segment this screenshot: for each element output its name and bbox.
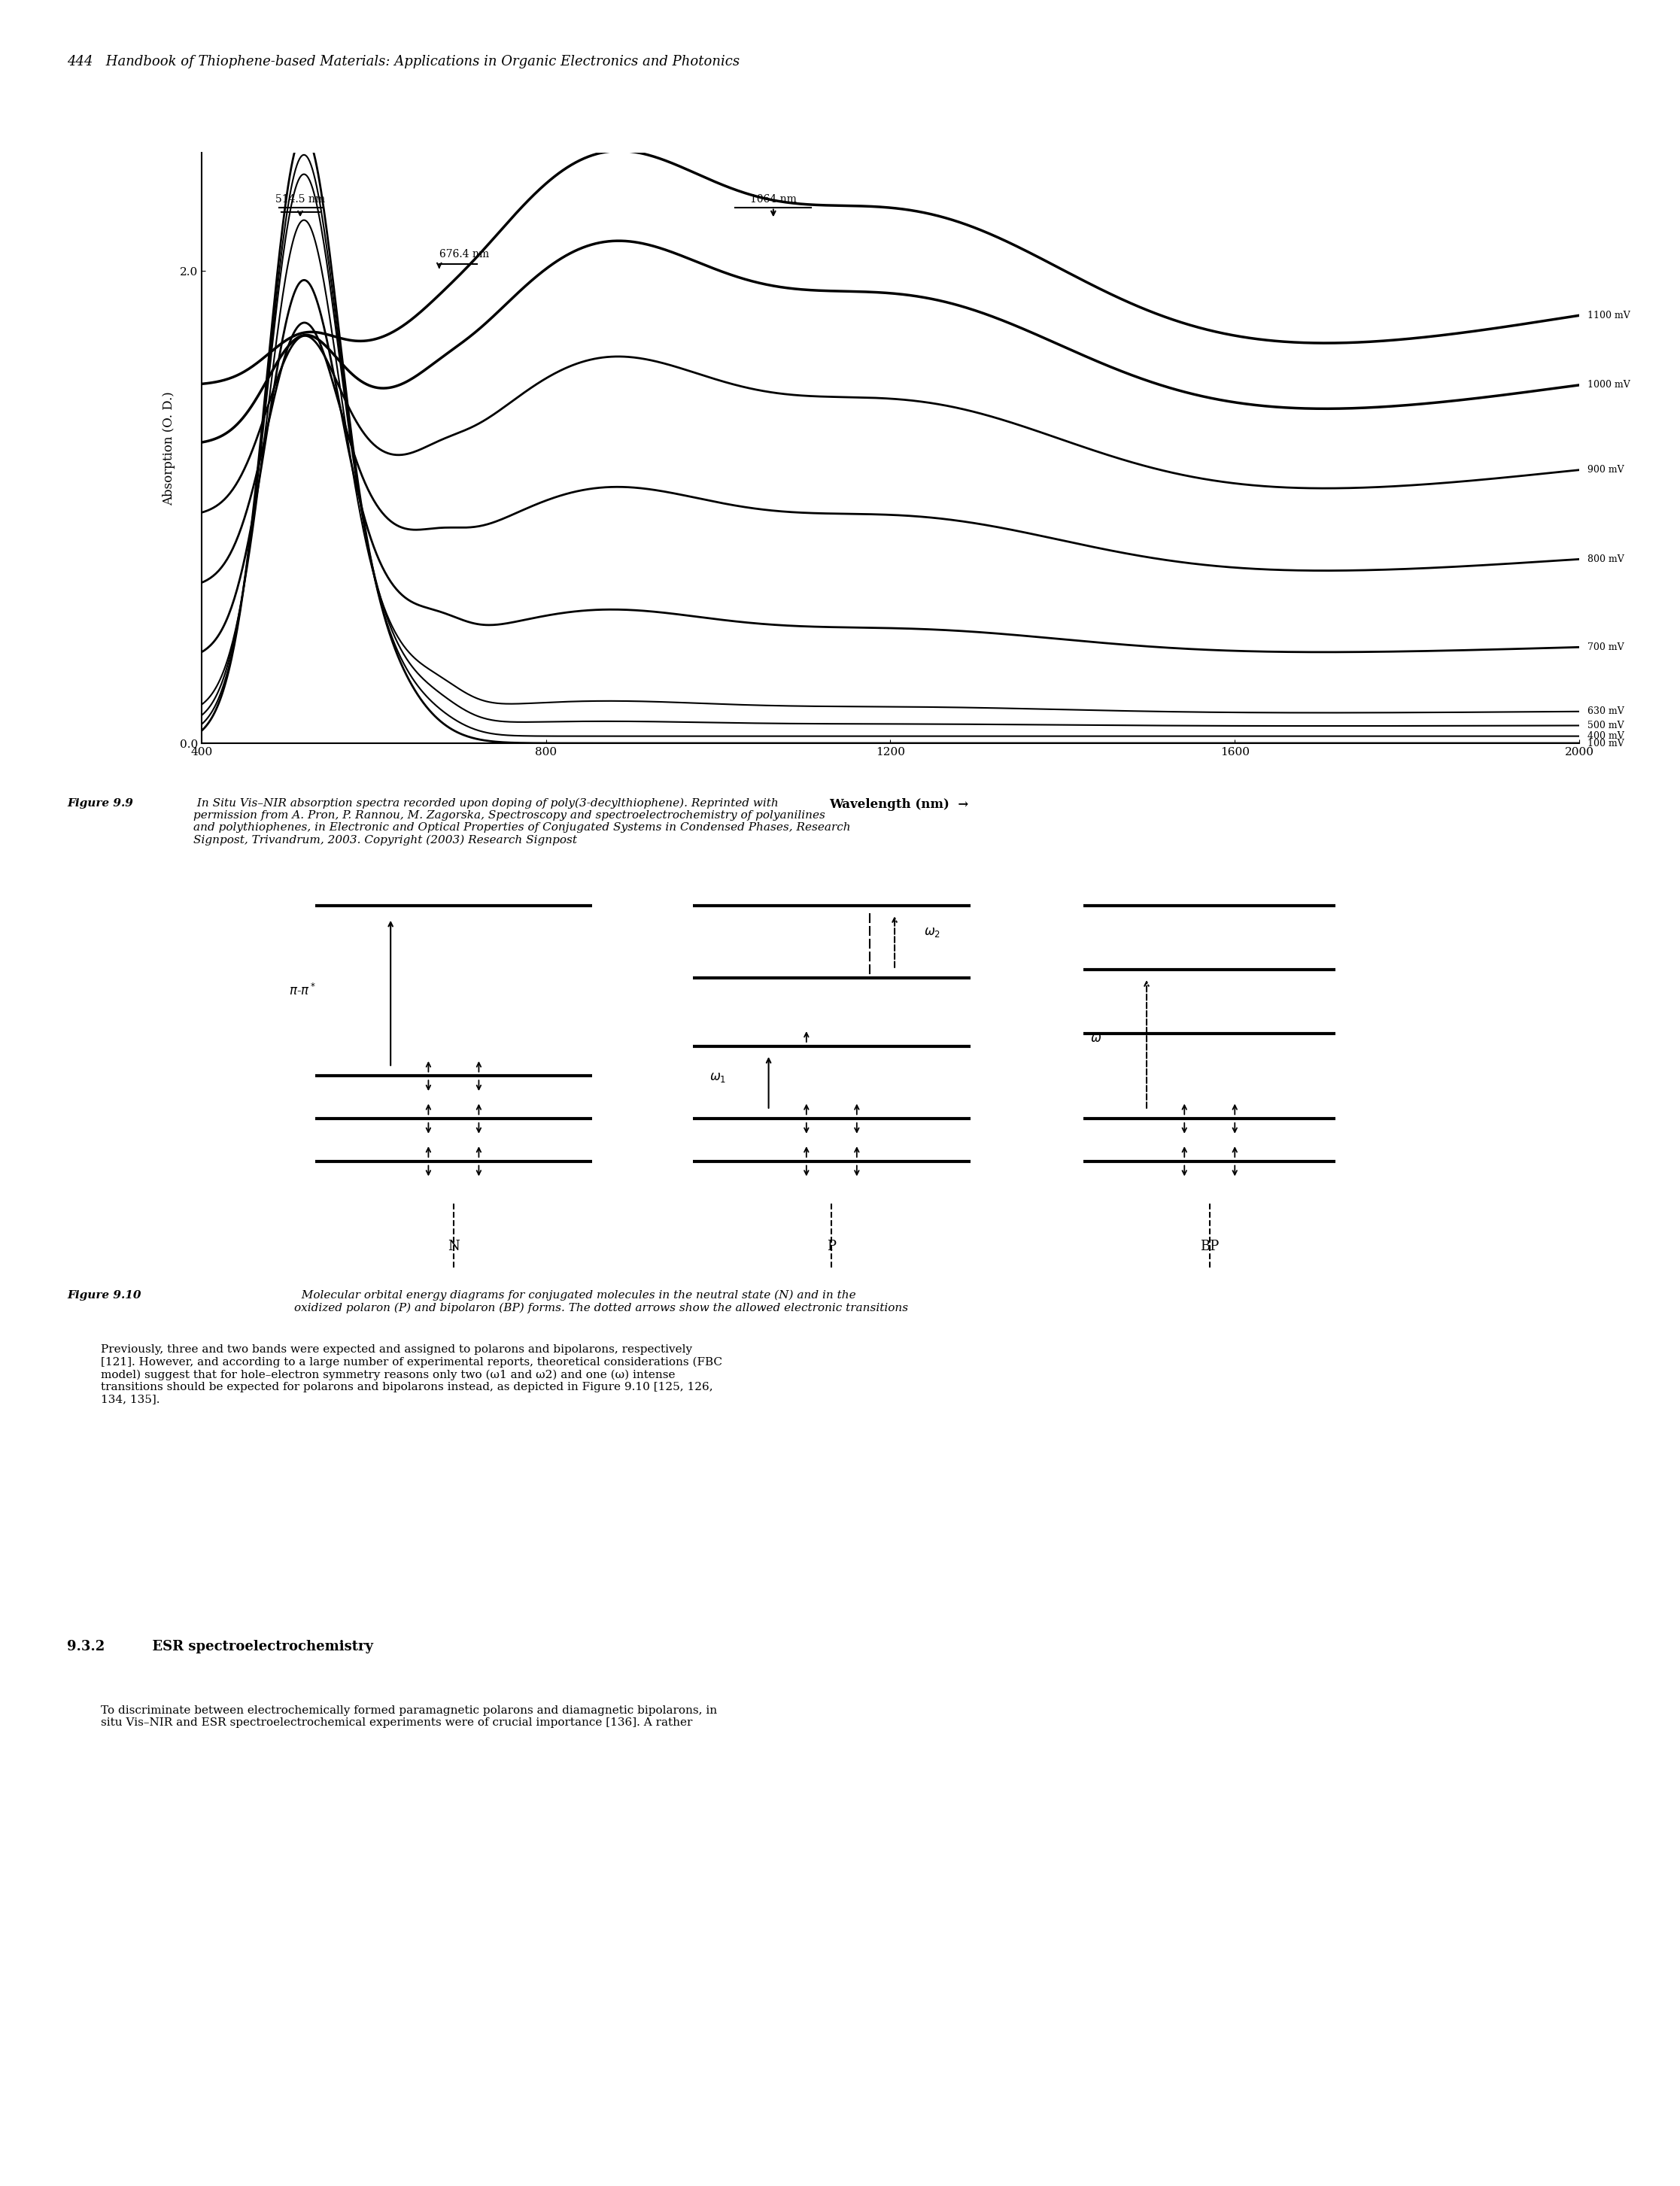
Text: 630 mV: 630 mV xyxy=(1588,706,1625,717)
Text: $\omega_1$: $\omega_1$ xyxy=(711,1071,726,1084)
Text: To discriminate between electrochemically formed paramagnetic polarons and diama: To discriminate between electrochemicall… xyxy=(101,1705,717,1727)
Text: Molecular orbital energy diagrams for conjugated molecules in the neutral state : Molecular orbital energy diagrams for co… xyxy=(294,1290,907,1314)
Text: 700 mV: 700 mV xyxy=(1588,643,1625,651)
Text: $\pi$-$\pi^*$: $\pi$-$\pi^*$ xyxy=(289,984,316,999)
Text: Wavelength (nm)  →: Wavelength (nm) → xyxy=(830,798,968,811)
Y-axis label: Absorption (O. D.): Absorption (O. D.) xyxy=(163,391,175,505)
Text: Figure 9.10: Figure 9.10 xyxy=(67,1290,141,1301)
Text: 1000 mV: 1000 mV xyxy=(1588,380,1631,389)
Text: 9.3.2: 9.3.2 xyxy=(67,1640,106,1653)
Text: 514.5 nm: 514.5 nm xyxy=(276,195,324,205)
Text: 800 mV: 800 mV xyxy=(1588,555,1625,564)
Text: ESR spectroelectrochemistry: ESR spectroelectrochemistry xyxy=(143,1640,373,1653)
Text: 1064 nm: 1064 nm xyxy=(749,195,796,205)
Text: $\omega_2$: $\omega_2$ xyxy=(924,927,941,940)
Text: N: N xyxy=(447,1239,460,1253)
Text: In Situ Vis–NIR absorption spectra recorded upon doping of poly(3-decylthiophene: In Situ Vis–NIR absorption spectra recor… xyxy=(193,798,850,846)
Text: 900 mV: 900 mV xyxy=(1588,466,1625,474)
Text: Previously, three and two bands were expected and assigned to polarons and bipol: Previously, three and two bands were exp… xyxy=(101,1344,722,1403)
Text: 1100 mV: 1100 mV xyxy=(1588,310,1631,321)
Text: 500 mV: 500 mV xyxy=(1588,721,1625,730)
Text: $\omega$: $\omega$ xyxy=(1090,1032,1102,1045)
Text: Figure 9.9: Figure 9.9 xyxy=(67,798,133,809)
Text: P: P xyxy=(827,1239,837,1253)
Text: BP: BP xyxy=(1200,1239,1220,1253)
Text: 676.4 nm: 676.4 nm xyxy=(438,249,489,260)
Text: 444   Handbook of Thiophene-based Materials: Applications in Organic Electronics: 444 Handbook of Thiophene-based Material… xyxy=(67,55,739,68)
Text: 400 mV: 400 mV xyxy=(1588,732,1625,741)
Text: 100 mV: 100 mV xyxy=(1588,739,1625,748)
